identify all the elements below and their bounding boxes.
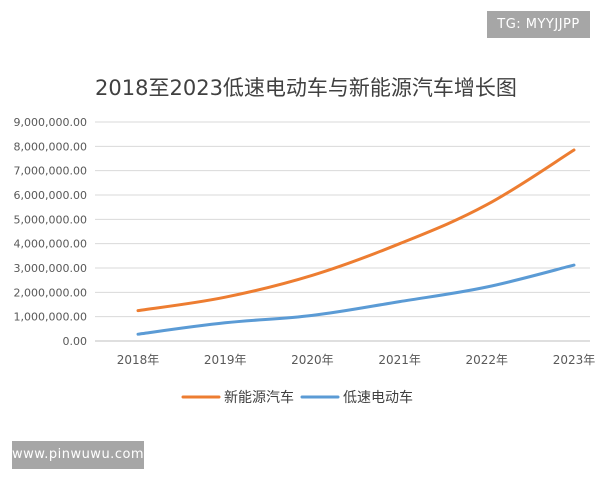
y-tick-label: 6,000,000.00 xyxy=(14,189,87,202)
y-tick-label: 3,000,000.00 xyxy=(14,262,87,275)
x-axis-tick-labels: 2018年 2019年 2020年 2021年 2022年 2023年 xyxy=(117,353,596,367)
gridlines xyxy=(95,121,590,342)
y-tick-label: 5,000,000.00 xyxy=(14,213,87,226)
watermark-top-right: TG: MYYJJPP xyxy=(487,11,590,38)
y-axis-tick-labels: 0.00 1,000,000.00 2,000,000.00 3,000,000.00… xyxy=(14,116,87,348)
y-tick-label: 0.00 xyxy=(63,335,88,348)
watermark-bottom-left: www.pinwuwu.com xyxy=(12,441,144,469)
legend: 新能源汽车 低速电动车 xyxy=(181,389,413,406)
x-tick-label: 2020年 xyxy=(291,353,334,367)
chart-title: 2018至2023低速电动车与新能源汽车增长图 xyxy=(95,76,517,100)
y-tick-label: 8,000,000.00 xyxy=(14,140,87,153)
y-tick-label: 9,000,000.00 xyxy=(14,116,87,129)
y-tick-label: 2,000,000.00 xyxy=(14,286,87,299)
legend-label: 低速电动车 xyxy=(343,389,413,406)
x-tick-label: 2022年 xyxy=(466,353,509,367)
series-line-2 xyxy=(136,263,576,336)
y-tick-label: 7,000,000.00 xyxy=(14,165,87,178)
x-tick-label: 2023年 xyxy=(553,353,596,367)
series-lines xyxy=(136,148,576,336)
x-tick-label: 2019年 xyxy=(204,353,247,367)
x-tick-label: 2021年 xyxy=(378,353,421,367)
legend-label: 新能源汽车 xyxy=(224,389,294,406)
y-tick-label: 4,000,000.00 xyxy=(14,238,87,251)
series-line-1 xyxy=(136,148,576,313)
x-tick-label: 2018年 xyxy=(117,353,160,367)
y-tick-label: 1,000,000.00 xyxy=(14,311,87,324)
